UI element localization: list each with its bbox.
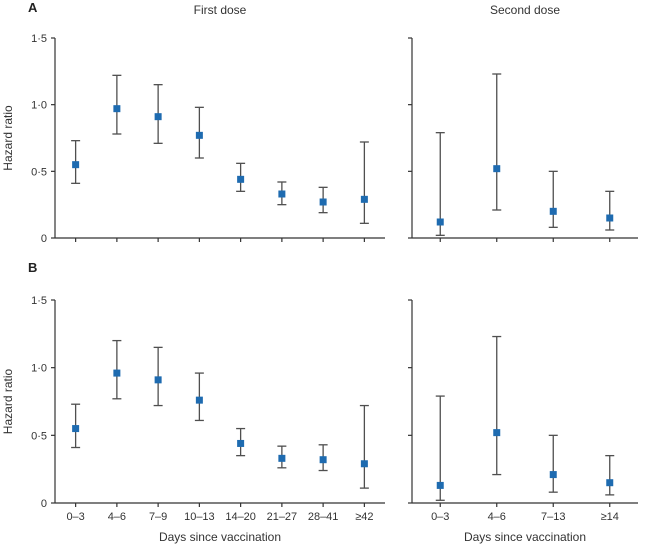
chart-panel-a-second-dose [408,37,638,242]
marker-square [154,376,162,384]
chart-panel-a-first-dose: 0 0·5 1·0 1·5 Hazard ratio [1,33,385,245]
x-tick-label: 28–41 [308,511,339,523]
y-tick-label: 1·5 [31,33,47,45]
x-tick-label: 7–13 [541,511,565,523]
x-tick-label: ≥14 [601,511,619,523]
second-dose-title: Second dose [489,3,561,17]
marker-square [113,105,121,113]
marker-square [549,471,557,479]
y-axis-label: Hazard ratio [1,105,15,171]
marker-square [319,456,327,464]
y-tick-label: 0·5 [31,166,47,178]
x-tick-label: 10–13 [184,511,215,523]
marker-square [72,161,80,169]
marker-square [237,439,245,447]
marker-square [606,214,614,222]
y-tick-label: 0·5 [31,430,47,442]
y-axis-label: Hazard ratio [1,369,15,435]
chart-panel-b-second-dose: 0–3 4–6 7–13 ≥14 Days since vaccination [408,299,638,544]
y-tick-label: 0 [41,498,47,510]
chart-panel-b-first-dose: 0 0·5 1·0 1·5 0–3 4–6 7–9 10–13 14–20 21–27 28–41 ≥… [1,295,385,544]
panel-b-label: B [28,260,38,275]
marker-square [278,454,286,462]
marker-square [436,481,444,489]
x-tick-label: 0–3 [431,511,449,523]
y-tick-label: 1·5 [31,295,47,307]
marker-square [237,175,245,183]
marker-square [493,165,501,173]
x-axis-label: Days since vaccination [464,530,586,544]
x-tick-label: 0–3 [66,511,84,523]
x-tick-label: 4–6 [108,511,126,523]
x-tick-label: ≥42 [355,511,373,523]
marker-square [549,207,557,215]
marker-square [195,131,203,139]
marker-square [278,190,286,198]
first-dose-title: First dose [193,3,247,17]
marker-square [360,460,368,468]
marker-square [113,369,121,377]
marker-square [360,195,368,203]
marker-square [319,198,327,206]
x-tick-label: 4–6 [488,511,506,523]
x-axis-label: Days since vaccination [159,530,281,544]
marker-square [606,479,614,487]
marker-square [72,425,80,433]
x-tick-label: 14–20 [225,511,256,523]
panel-a-label: A [28,0,38,15]
marker-square [493,429,501,437]
marker-square [195,396,203,404]
y-tick-label: 0 [41,233,47,245]
marker-square [154,113,162,121]
marker-square [436,218,444,226]
y-tick-label: 1·0 [31,363,47,375]
y-tick-label: 1·0 [31,100,47,112]
x-tick-label: 7–9 [149,511,167,523]
x-tick-label: 21–27 [267,511,298,523]
